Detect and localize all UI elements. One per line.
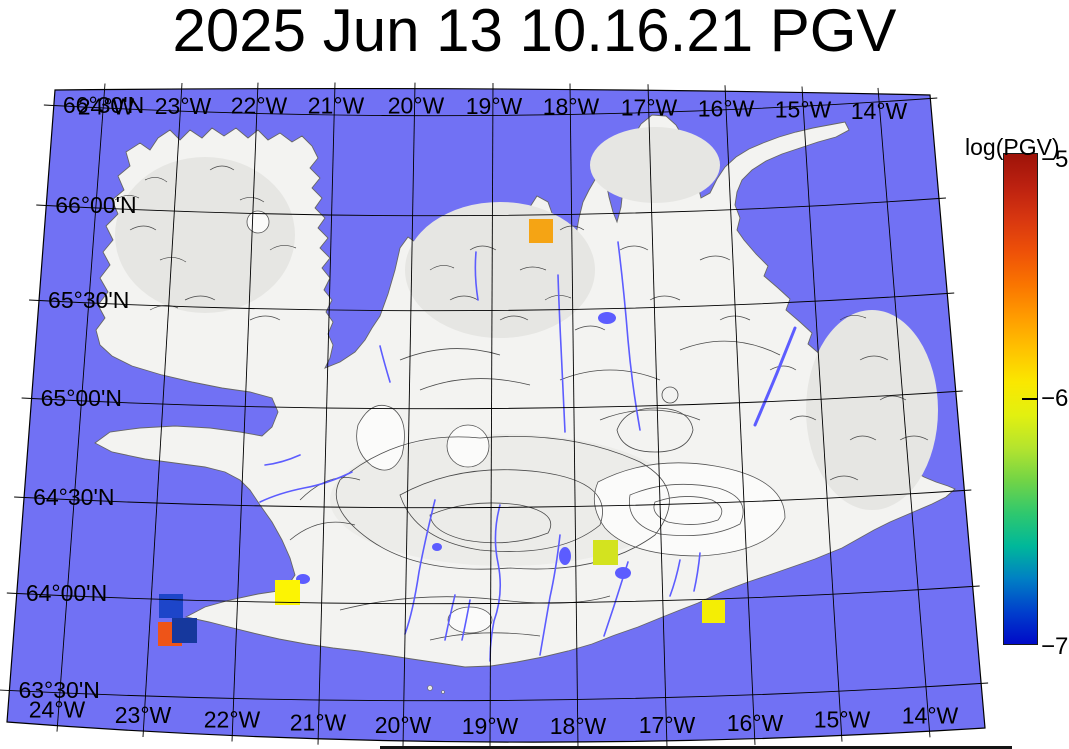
lon-label-top: 20°W [388,93,445,119]
lon-label-top: 21°W [308,93,365,119]
meridian-line [142,82,183,738]
lon-label-top: 23°W [155,93,212,119]
lon-label-top: 14°W [851,98,908,124]
lat-label: 65°30'N [48,287,129,313]
lon-label-top: 18°W [543,94,600,120]
colorbar-tick-top: −5 [1041,146,1069,173]
lon-label-top: 22°W [231,93,288,119]
meridian-line [231,82,259,742]
pgv-station-square [702,600,725,623]
lon-label-top: 17°W [621,94,678,120]
meridian-line [724,85,756,745]
figure-title: 2025 Jun 13 10.16.21 PGV [172,0,897,64]
meridian-line [877,87,931,738]
islets [427,685,445,694]
lon-label-bottom: 21°W [290,710,347,736]
parallel-line [29,292,955,312]
pgv-station-square [172,618,197,643]
parallel-line [43,97,938,117]
lat-label: 66°00'N [55,192,136,218]
pgv-station-square [593,540,618,565]
lat-label: 64°00'N [26,580,107,606]
lon-label-top: 15°W [775,96,832,122]
lon-label-bottom: 22°W [204,706,261,732]
lat-label: 65°00'N [41,385,122,411]
lon-label-bottom: 24°W [29,697,86,723]
meridian-line [647,84,668,748]
meridian-line [569,83,579,749]
lat-label: 64°30'N [33,484,114,510]
parallel-line [6,585,980,605]
lon-label-bottom: 14°W [902,702,959,728]
lon-label-bottom: 15°W [814,707,871,733]
rivers [259,241,797,662]
meridian-line [56,83,106,732]
lon-label-top: 19°W [466,93,523,119]
lon-label-top: 24°W [78,94,135,120]
parallel-line [0,682,989,702]
lon-label-bottom: 17°W [639,712,696,738]
glaciers [246,210,786,634]
lon-label-bottom: 20°W [375,712,432,738]
lon-label-bottom: 18°W [550,713,607,739]
pgv-station-square [275,580,300,605]
parallel-line [36,197,946,217]
lon-label-bottom: 16°W [727,710,784,736]
meridian-line [489,82,494,749]
colorbar-label: log(PGV) [965,134,1060,160]
pgv-station-square [159,594,183,618]
lon-label-bottom: 23°W [115,702,172,728]
lat-label: 63°30'N [18,677,99,703]
map-frame [6,87,986,743]
bottom-edge-bar [380,746,1012,749]
parallel-line [14,489,972,509]
colorbar-tick-mid: −6 [1041,385,1069,412]
terrain-shading [115,127,938,566]
lon-label-top: 16°W [698,95,755,121]
pgv-station-square [529,219,553,243]
colorbar-tickmark [1022,398,1038,400]
lat-label: 66°30'N [63,92,144,118]
meridian-line [402,82,416,747]
lon-label-bottom: 19°W [462,713,519,739]
parallel-line [21,390,963,410]
contour-lines [289,340,781,641]
meridian-line [317,82,336,745]
meridian-line [801,86,843,742]
colorbar-tick-bottom: −7 [1041,633,1069,660]
